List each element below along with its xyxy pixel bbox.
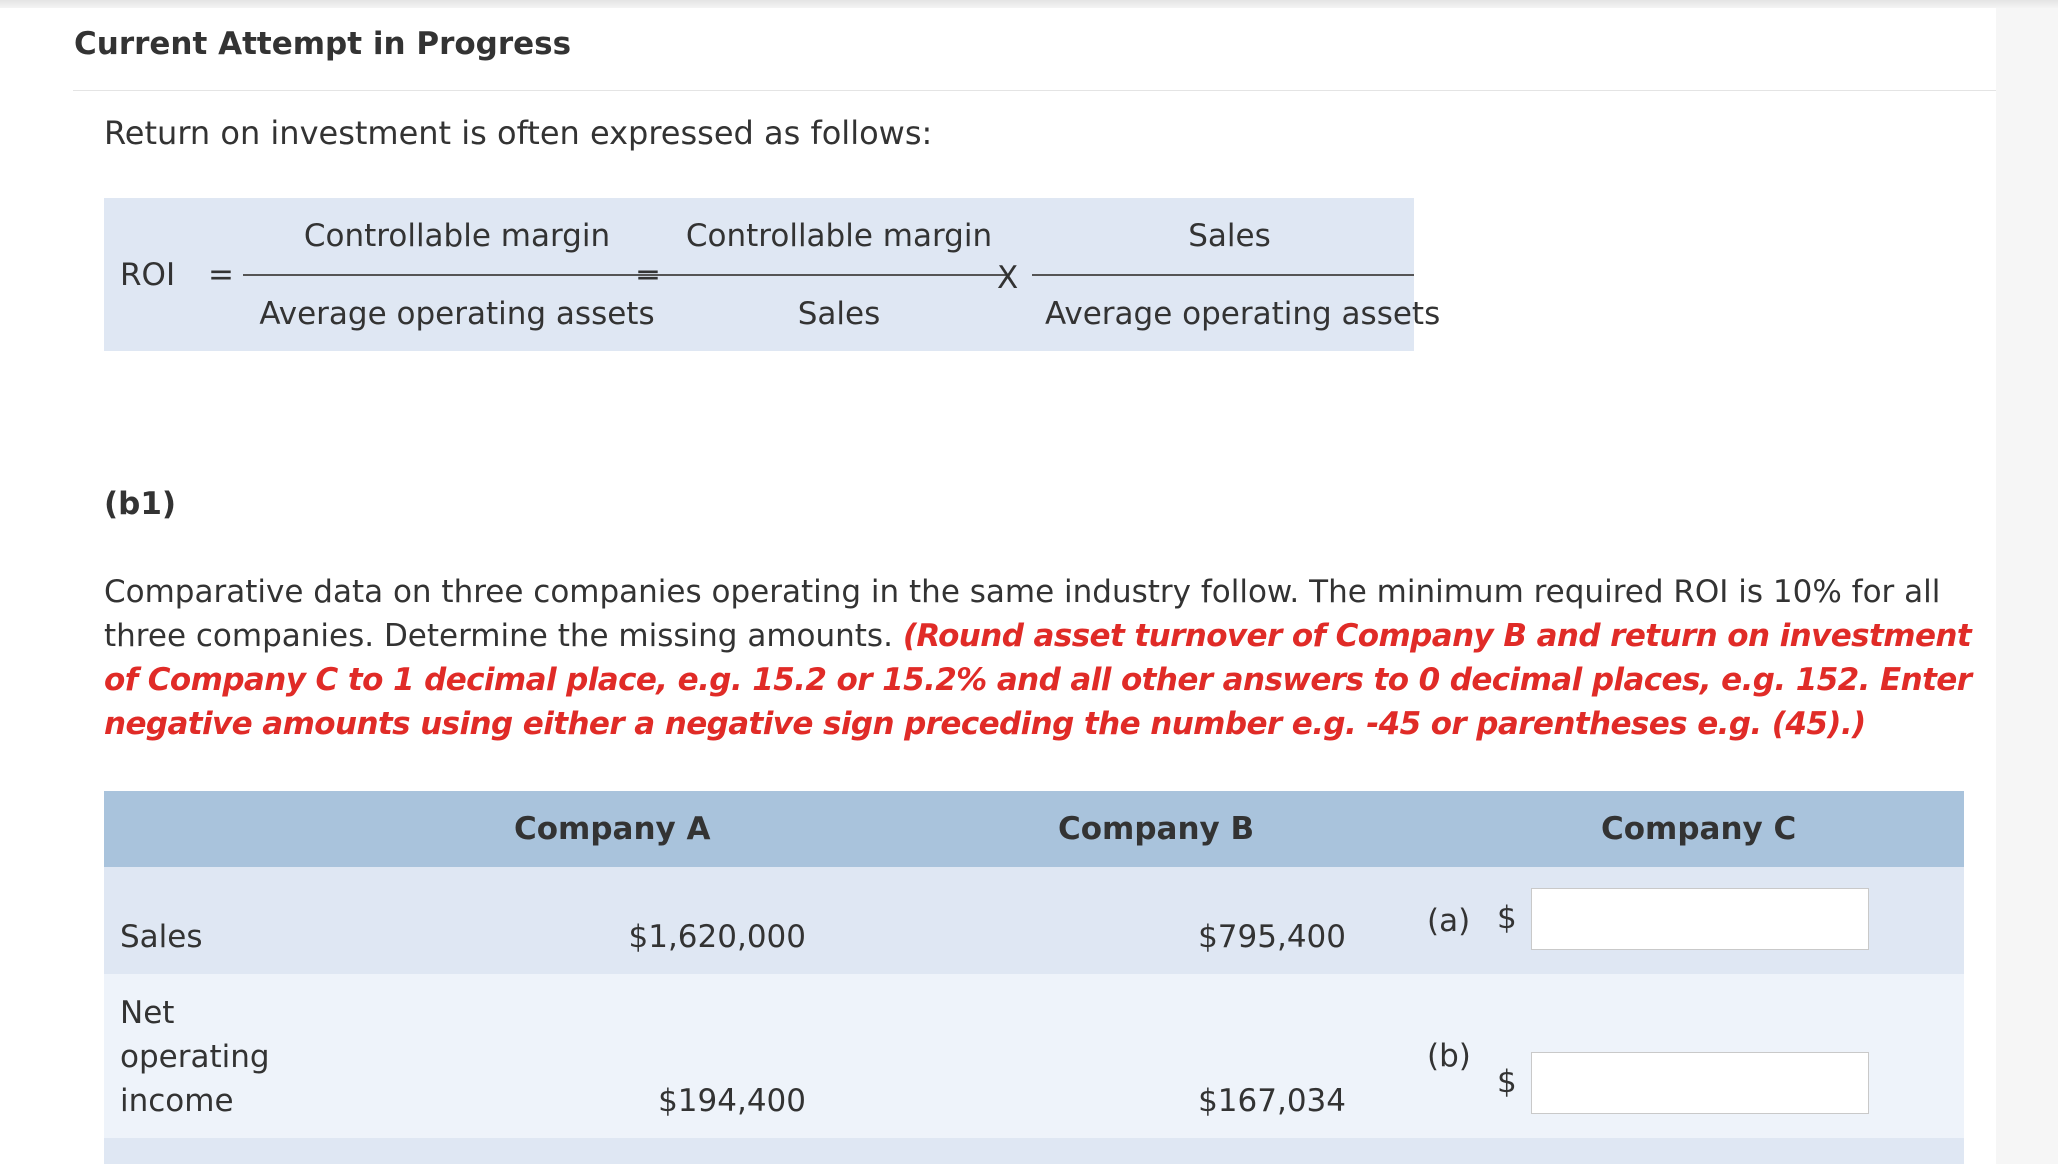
table-row: Sales $1,620,000 $795,400 (a) $ bbox=[104, 867, 1964, 974]
table-row bbox=[104, 1138, 1964, 1164]
sales-company-c-input[interactable] bbox=[1531, 888, 1869, 950]
fraction-1-denominator: Average operating assets bbox=[259, 296, 655, 332]
intro-text: Return on investment is often expressed … bbox=[104, 114, 933, 152]
table-row: Net operating income $194,400 $167,034 (… bbox=[104, 974, 1964, 1138]
header-company-c: Company C bbox=[1601, 811, 1797, 847]
dollar-sign: $ bbox=[1497, 1064, 1517, 1100]
sales-company-a: $1,620,000 bbox=[628, 919, 807, 955]
income-company-a: $194,400 bbox=[658, 1083, 806, 1119]
problem-statement: Comparative data on three companies oper… bbox=[104, 570, 1984, 746]
formula-equals-1: = bbox=[208, 257, 234, 293]
rounding-instruction: (Round asset turnover of Company B and r… bbox=[104, 618, 1972, 742]
fraction-2-bar bbox=[671, 274, 1006, 276]
row-label-line: income bbox=[120, 1083, 234, 1119]
table-header: Company A Company B Company C bbox=[104, 791, 1964, 867]
fraction-3-numerator: Sales bbox=[1188, 218, 1271, 254]
formula-times: X bbox=[997, 260, 1019, 296]
fraction-3-denominator: Average operating assets bbox=[1045, 296, 1441, 332]
roi-formula: ROI = Controllable margin Average operat… bbox=[104, 198, 1441, 351]
sales-company-b: $795,400 bbox=[1198, 919, 1346, 955]
fraction-2-numerator: Controllable margin bbox=[685, 218, 993, 254]
answer-tag-b: (b) bbox=[1427, 1038, 1471, 1074]
top-bar bbox=[0, 0, 2058, 8]
part-label: (b1) bbox=[104, 486, 177, 522]
fraction-1-numerator: Controllable margin bbox=[303, 218, 611, 254]
income-company-b: $167,034 bbox=[1198, 1083, 1346, 1119]
dollar-sign: $ bbox=[1497, 900, 1517, 936]
income-company-c-input[interactable] bbox=[1531, 1052, 1869, 1114]
fraction-1-bar bbox=[243, 274, 726, 276]
header-company-a: Company A bbox=[514, 811, 711, 847]
row-label-sales: Sales bbox=[120, 919, 203, 955]
header-company-b: Company B bbox=[1058, 811, 1255, 847]
answer-tag-a: (a) bbox=[1427, 903, 1471, 939]
formula-equals-2: = bbox=[635, 257, 661, 293]
fraction-2-denominator: Sales bbox=[797, 296, 881, 332]
row-label-line: operating bbox=[120, 1039, 270, 1075]
row-label-line: Net bbox=[120, 995, 175, 1031]
page-gutter bbox=[1996, 8, 2058, 1164]
title-divider bbox=[73, 90, 1996, 91]
attempt-title: Current Attempt in Progress bbox=[74, 26, 572, 62]
fraction-3-bar bbox=[1032, 274, 1414, 276]
formula-lhs: ROI bbox=[120, 257, 176, 293]
row-label-net-operating-income: Net operating income bbox=[120, 991, 270, 1123]
problem-text: Comparative data on three companies oper… bbox=[104, 574, 1941, 654]
